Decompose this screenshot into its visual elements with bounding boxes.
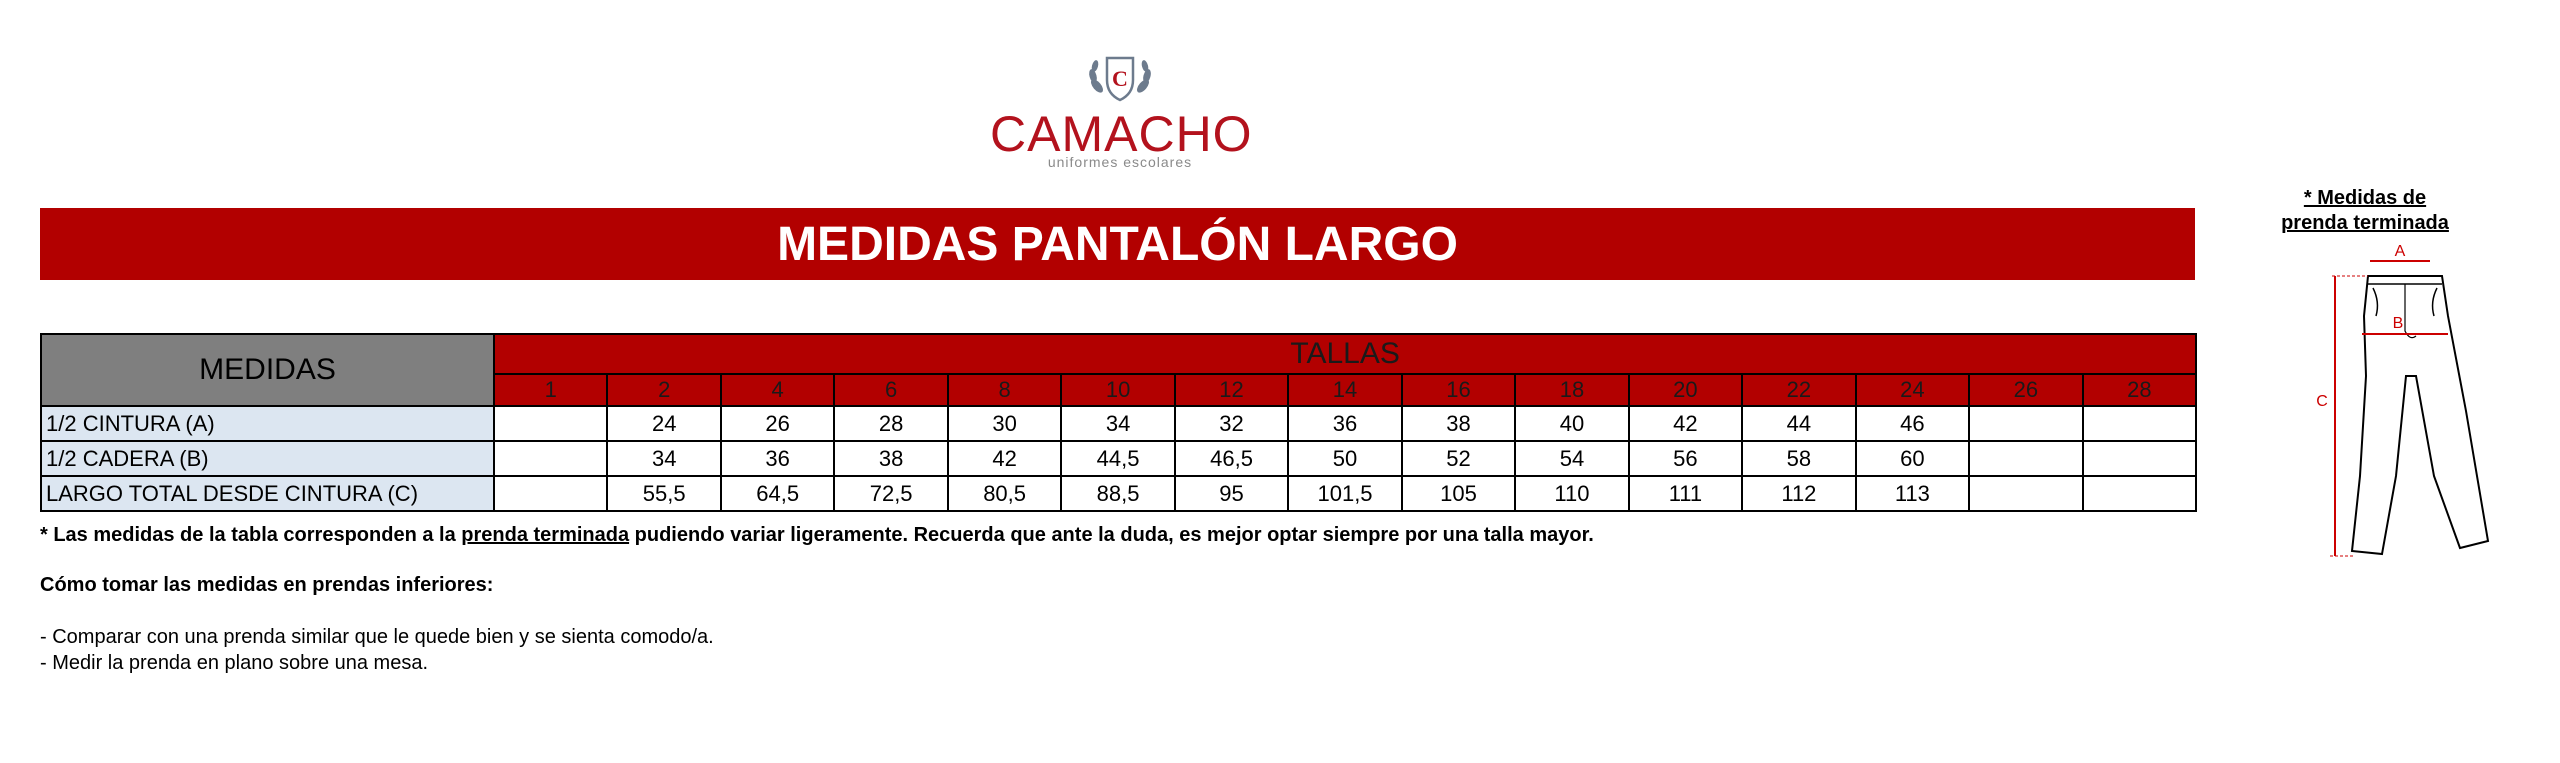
size-header-cell: 22 — [1741, 373, 1857, 407]
svg-text:C: C — [1112, 66, 1128, 91]
table-cell: 24 — [606, 405, 722, 442]
table-cell: 58 — [1741, 440, 1857, 477]
table-cell: 80,5 — [946, 475, 1063, 512]
size-header-cell: 18 — [1514, 373, 1630, 407]
size-header-cell: 1 — [492, 373, 609, 407]
table-cell: 30 — [946, 405, 1063, 442]
table-note: * Las medidas de la tabla corresponden a… — [40, 524, 1594, 547]
table-cell — [2081, 440, 2198, 477]
table-cell: 36 — [719, 440, 836, 477]
table-cell — [1968, 405, 2084, 442]
brand-tagline: uniformes escolares — [1047, 154, 1193, 170]
size-header-cell: 6 — [833, 373, 949, 407]
table-cell: 110 — [1514, 475, 1630, 512]
table-row: LARGO TOTAL DESDE CINTURA (C) 55,5 64,5 72,… — [40, 475, 2198, 512]
size-header-cell: 28 — [2081, 373, 2198, 407]
table-cell: 46 — [1854, 405, 1971, 442]
table-cell: 46,5 — [1173, 440, 1290, 477]
page-title-bar: MEDIDAS PANTALÓN LARGO — [40, 208, 2195, 280]
diagram-title-line1: * Medidas de — [2303, 187, 2427, 209]
table-cell: 50 — [1287, 440, 1403, 477]
table-cell: 112 — [1741, 475, 1857, 512]
table-cell: 56 — [1627, 440, 1744, 477]
size-header-cell: 2 — [606, 373, 722, 407]
size-header-cell: 14 — [1287, 373, 1403, 407]
pants-diagram: A B C — [2316, 243, 2490, 557]
table-cell: 105 — [1400, 475, 1517, 512]
table-cell: 42 — [1627, 405, 1744, 442]
table-cell — [492, 405, 609, 442]
size-table: MEDIDAS TALLAS 1 2 4 6 8 10 12 14 16 18 20 22 24 26 28… — [40, 333, 2198, 512]
tip-measure-flat: - Medir la prenda en plano sobre una mes… — [40, 652, 429, 674]
measure-b-label: B — [2393, 315, 2404, 332]
size-header-cell: 4 — [719, 373, 836, 407]
laurel-crest-icon: C — [1089, 56, 1151, 102]
row-label: 1/2 CINTURA (A) — [40, 405, 495, 442]
size-header-cell: 20 — [1627, 373, 1744, 407]
how-to-title: Cómo tomar las medidas en prendas inferi… — [40, 574, 494, 596]
table-cell: 36 — [1287, 405, 1403, 442]
table-cell: 52 — [1400, 440, 1517, 477]
size-header-cell: 26 — [1968, 373, 2084, 407]
table-cell: 72,5 — [833, 475, 949, 512]
table-row: 1/2 CADERA (B) 34 36 38 42 44,5 46,5 50 52 54 56 58… — [40, 440, 2198, 477]
diagram-title-line2: prenda terminada — [2281, 212, 2449, 234]
table-cell — [2081, 475, 2198, 512]
sizes-header: TALLAS — [492, 333, 2198, 375]
tip-compare: - Comparar con una prenda similar que le… — [40, 626, 714, 648]
table-cell: 88,5 — [1060, 475, 1176, 512]
diagram-title: * Medidas de prenda terminada — [2240, 186, 2490, 236]
size-header-cell: 12 — [1173, 373, 1290, 407]
size-header-cell: 8 — [946, 373, 1063, 407]
table-cell: 55,5 — [606, 475, 722, 512]
note-emphasis: prenda terminada — [461, 524, 630, 546]
brand-logo: C CAMACHO uniformes escolares — [990, 50, 1253, 170]
table-cell: 42 — [946, 440, 1063, 477]
table-cell: 34 — [606, 440, 722, 477]
table-cell: 28 — [833, 405, 949, 442]
table-cell — [1968, 440, 2084, 477]
measure-a-label: A — [2395, 243, 2406, 260]
table-cell: 64,5 — [719, 475, 836, 512]
table-cell: 38 — [1400, 405, 1517, 442]
row-label: 1/2 CADERA (B) — [40, 440, 495, 477]
note-text-end: pudiendo variar ligeramente. Recuerda qu… — [629, 524, 1594, 546]
row-label: LARGO TOTAL DESDE CINTURA (C) — [40, 475, 495, 512]
table-cell: 40 — [1514, 405, 1630, 442]
pants-outline-icon — [2350, 275, 2490, 556]
table-cell: 101,5 — [1287, 475, 1403, 512]
table-cell: 54 — [1514, 440, 1630, 477]
table-cell: 60 — [1854, 440, 1971, 477]
table-cell — [492, 475, 609, 512]
table-cell — [2081, 405, 2198, 442]
table-cell — [1968, 475, 2084, 512]
size-header-cell: 16 — [1400, 373, 1517, 407]
brand-wordmark: CAMACHO — [990, 106, 1253, 162]
size-header-cell: 10 — [1060, 373, 1176, 407]
size-header-row: 1 2 4 6 8 10 12 14 16 18 20 22 24 26 28 — [41, 373, 2198, 407]
table-cell: 38 — [833, 440, 949, 477]
table-cell: 44 — [1741, 405, 1857, 442]
table-cell: 32 — [1173, 405, 1290, 442]
page-title: MEDIDAS PANTALÓN LARGO — [777, 217, 1458, 271]
table-cell — [492, 440, 609, 477]
table-row: 1/2 CINTURA (A) 24 26 28 30 34 32 36 38 40 42 44 46 — [40, 405, 2198, 442]
table-cell: 111 — [1627, 475, 1744, 512]
table-cell: 95 — [1173, 475, 1290, 512]
table-cell: 34 — [1060, 405, 1176, 442]
measures-header: MEDIDAS — [40, 333, 495, 407]
table-cell: 113 — [1854, 475, 1971, 512]
size-header-cell: 24 — [1854, 373, 1971, 407]
table-cell: 26 — [719, 405, 836, 442]
measure-c-label: C — [2316, 393, 2328, 410]
note-text-start: * Las medidas de la tabla corresponden a… — [40, 524, 462, 546]
table-cell: 44,5 — [1060, 440, 1176, 477]
